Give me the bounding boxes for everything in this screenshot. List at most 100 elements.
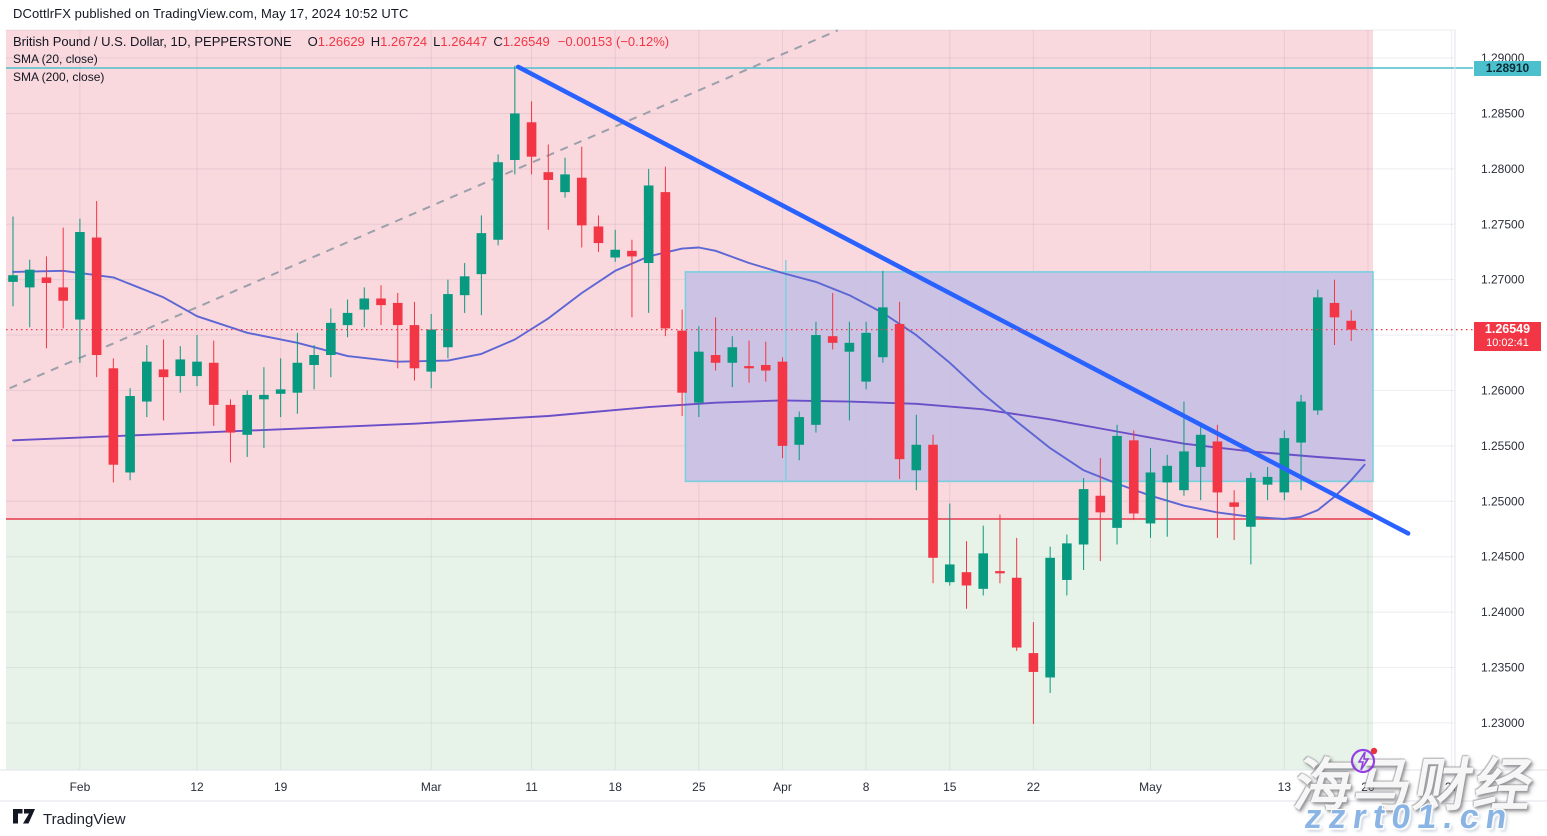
candle: [1195, 427, 1206, 501]
candle: [1279, 430, 1290, 501]
candle: [576, 146, 587, 248]
uptrend-dashed-line[interactable]: [9, 29, 839, 390]
candle: [242, 390, 252, 457]
candle: [1296, 394, 1306, 491]
candle: [1028, 622, 1039, 725]
price-tick-label: 1.28000: [1481, 162, 1525, 176]
tradingview-logo[interactable]: TradingView: [13, 808, 126, 830]
tradingview-logo-text: TradingView: [43, 810, 126, 828]
candle: [259, 367, 269, 449]
candle: [225, 399, 236, 463]
high-label: H: [370, 34, 381, 49]
low-value: 1.26447: [440, 34, 488, 49]
candle: [142, 345, 152, 418]
date-tick-label: 20: [1361, 780, 1375, 794]
candle: [543, 144, 554, 230]
candle: [593, 215, 604, 252]
date-tick-label: 19: [274, 780, 288, 794]
bullish-zone: [6, 519, 1373, 770]
indicator-sma200[interactable]: SMA (200, close): [13, 70, 105, 84]
date-tick-label: 11: [525, 780, 538, 794]
last-price-value: 1.26549: [1484, 322, 1531, 336]
candle: [677, 309, 687, 416]
candle: [1246, 472, 1256, 565]
candle: [1011, 537, 1022, 651]
candle: [192, 335, 202, 387]
candle: [861, 321, 871, 390]
candle: [1128, 430, 1139, 521]
candle: [108, 358, 119, 483]
candle: [510, 65, 520, 175]
price-tick-label: 1.25000: [1481, 494, 1525, 508]
alert-price-badge: 1.28910: [1474, 61, 1541, 76]
date-tick-label: 18: [609, 780, 623, 794]
date-tick-label: 15: [943, 780, 957, 794]
candle: [794, 411, 805, 461]
change-value: −0.00153 (−0.12%): [557, 34, 670, 49]
date-tick-label: 25: [692, 780, 706, 794]
candle: [1229, 490, 1239, 541]
candle: [1045, 546, 1055, 693]
candle: [392, 292, 403, 369]
candle: [8, 216, 18, 307]
panel-borders: [0, 29, 1547, 802]
date-tick-label: Mar: [421, 780, 442, 794]
candle: [894, 301, 905, 480]
candle: [275, 358, 286, 418]
candle: [944, 503, 955, 586]
candle: [995, 514, 1005, 584]
candle: [24, 259, 35, 328]
candle: [760, 341, 771, 382]
price-axis[interactable]: 1.290001.285001.280001.275001.270001.260…: [1481, 51, 1525, 730]
candle: [359, 287, 370, 328]
candle: [560, 157, 570, 198]
close-value: 1.26549: [502, 34, 550, 49]
date-tick-label: 27: [1445, 780, 1459, 794]
date-tick-label: 12: [190, 780, 204, 794]
publish-attribution: DCottlrFX published on TradingView.com, …: [13, 6, 409, 21]
open-label: O: [307, 34, 318, 49]
candle: [1346, 310, 1357, 341]
candle: [1312, 289, 1323, 415]
candle: [844, 321, 855, 421]
candle: [409, 301, 420, 381]
candle: [208, 340, 219, 426]
chart-legend: British Pound / U.S. Dollar, 1D, PEPPERS…: [13, 33, 669, 86]
downtrend-line[interactable]: [515, 64, 1411, 536]
price-tick-label: 1.24500: [1481, 550, 1525, 564]
candle: [694, 326, 704, 418]
candle: [727, 336, 738, 388]
candle: [610, 229, 621, 262]
candle: [710, 317, 721, 371]
candle: [376, 285, 386, 326]
candle: [326, 308, 336, 378]
close-label: C: [493, 34, 503, 49]
candle: [961, 541, 972, 609]
candles[interactable]: [8, 65, 1357, 725]
time-axis[interactable]: Feb 12 19 Mar 11 18 25 Apr 8 15 22 May 13 20 27: [70, 780, 1459, 794]
date-tick-label: 8: [863, 780, 870, 794]
candle: [158, 339, 169, 421]
candle: [476, 215, 487, 316]
date-tick-label: Feb: [70, 780, 91, 794]
candle: [827, 292, 838, 350]
bar-countdown: 10:02:41: [1486, 337, 1529, 349]
candle: [1112, 424, 1122, 545]
symbol-title[interactable]: British Pound / U.S. Dollar, 1D, PEPPERS…: [13, 34, 292, 49]
candle: [1078, 478, 1089, 570]
candle: [1062, 534, 1072, 596]
candle: [978, 525, 989, 596]
date-tick-label: May: [1139, 780, 1162, 794]
price-tick-label: 1.26000: [1481, 383, 1525, 397]
indicator-sma20[interactable]: SMA (20, close): [13, 52, 98, 66]
price-tick-label: 1.24000: [1481, 605, 1525, 619]
price-tick-label: 1.23500: [1481, 660, 1525, 674]
candle: [878, 270, 888, 363]
high-value: 1.26724: [380, 34, 428, 49]
watermark-url: zzrt01.cn: [1302, 798, 1517, 836]
low-label: L: [433, 34, 441, 49]
date-tick-label: 13: [1278, 780, 1292, 794]
candle: [41, 256, 52, 349]
